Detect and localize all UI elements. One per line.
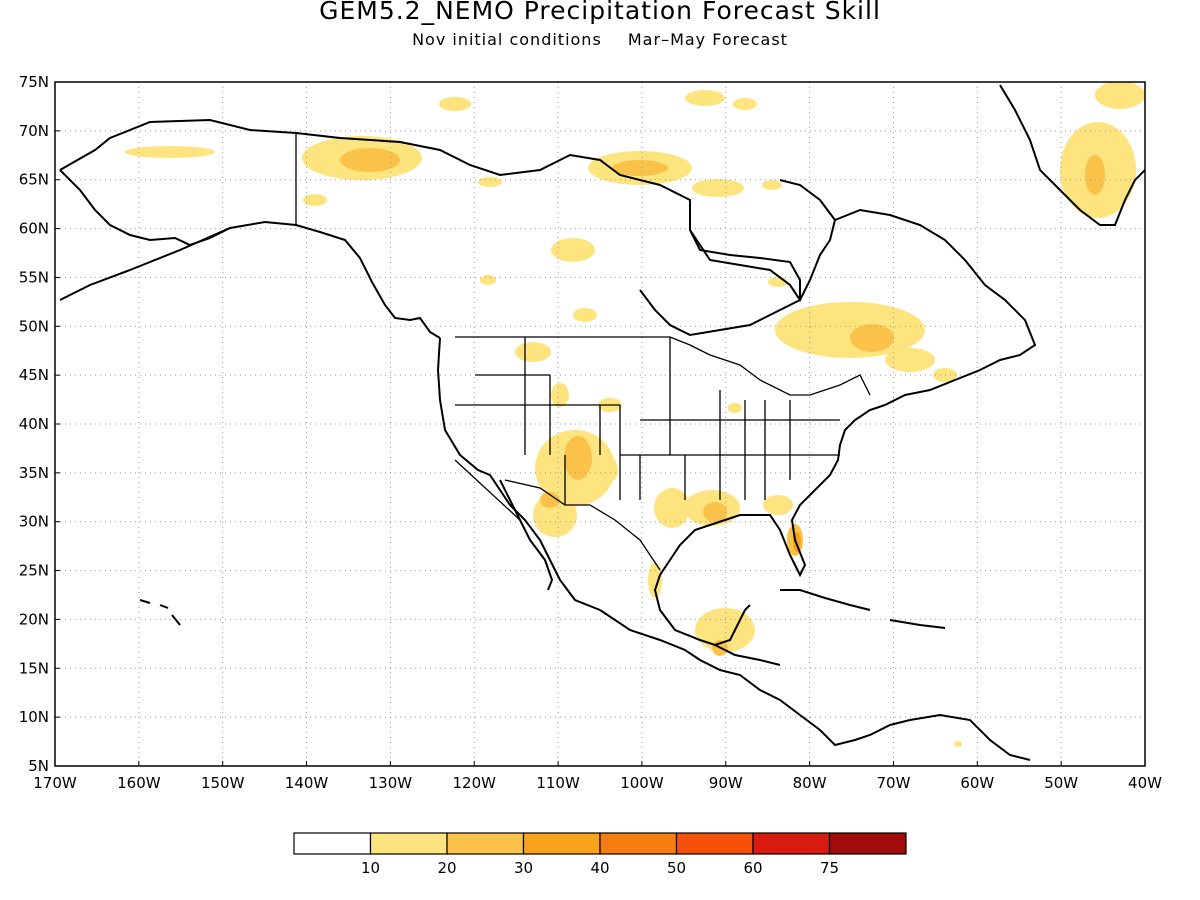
shade-greenland-core <box>1085 155 1105 195</box>
shade-nm-east <box>602 458 618 482</box>
shade-arctic-3 <box>733 98 757 110</box>
shade-louisiana-core <box>703 502 727 522</box>
shade-quebec-core <box>850 324 894 352</box>
shade-georgia <box>763 495 793 515</box>
shade-mb-north <box>551 238 595 262</box>
lon-tick-label: 110W <box>536 774 580 792</box>
shade-ohio <box>728 403 742 413</box>
lat-tick-label: 45N <box>19 366 49 384</box>
shade-montana <box>515 342 551 362</box>
lon-tick-label: 170W <box>33 774 77 792</box>
colorbar-swatch <box>752 832 831 855</box>
lat-tick-label: 50N <box>19 317 49 335</box>
colorbar-swatch <box>446 832 525 855</box>
colorbar-swatch <box>828 832 907 855</box>
latitude-labels: 5N 10N 15N 20N 25N 30N 35N 40N 45N 50N 55N 60N 65N 70… <box>19 73 60 775</box>
colorbar-label: 60 <box>743 859 762 877</box>
coast-greenland <box>999 84 1145 226</box>
lon-tick-label: 70W <box>877 774 911 792</box>
coastlines <box>59 84 1145 761</box>
lon-tick-label: 60W <box>960 774 994 792</box>
lat-tick-label: 10N <box>19 708 49 726</box>
subtitle-forecast-period: Mar–May Forecast <box>627 30 788 49</box>
shade-bc-north <box>303 194 327 206</box>
shade-az-core <box>540 492 560 508</box>
border-us-canada <box>455 336 871 396</box>
colorbar-label: 75 <box>820 859 839 877</box>
lat-tick-label: 35N <box>19 464 49 482</box>
coast-central-america <box>599 609 1031 761</box>
coast-arctic-canada <box>295 132 801 300</box>
colorbar-swatch <box>293 832 372 855</box>
lat-tick-label: 25N <box>19 562 49 580</box>
colorbar-label: 50 <box>667 859 686 877</box>
shade-greenland-n <box>1095 82 1145 109</box>
coast-labrador <box>834 208 1037 406</box>
colorbar-swatch <box>675 832 754 855</box>
lat-tick-label: 5N <box>28 757 49 775</box>
longitude-labels: 170W 160W 150W 140W 130W 120W 110W 100W 90W 80W 70… <box>33 761 1162 792</box>
shade-four-corners-core <box>564 436 592 480</box>
lon-tick-label: 40W <box>1128 774 1162 792</box>
colorbar-label: 40 <box>590 859 609 877</box>
shade-texas-gulf <box>654 488 690 528</box>
lat-tick-label: 75N <box>19 73 49 91</box>
lat-tick-label: 70N <box>19 122 49 140</box>
lat-tick-label: 40N <box>19 415 49 433</box>
lon-tick-label: 150W <box>201 774 245 792</box>
shade-caribbean-small <box>954 741 962 747</box>
colorbar-label: 20 <box>437 859 456 877</box>
shade-yukon-core <box>340 148 400 172</box>
shade-wyoming <box>551 383 569 407</box>
colorbar-swatch <box>599 832 678 855</box>
coast-cuba <box>780 589 946 629</box>
shade-mexico-east <box>648 562 662 598</box>
colorbar-swatch <box>522 832 601 855</box>
border-us-mexico <box>504 479 661 571</box>
lon-tick-label: 90W <box>709 774 743 792</box>
lat-tick-label: 65N <box>19 171 49 189</box>
shade-quebec-south <box>885 348 935 372</box>
chart-subtitle: Nov initial conditions Mar–May Forecast <box>0 30 1200 49</box>
lon-tick-label: 50W <box>1044 774 1078 792</box>
lon-tick-label: 140W <box>285 774 329 792</box>
shade-ab <box>480 275 496 285</box>
lat-tick-label: 30N <box>19 513 49 531</box>
shade-sk <box>573 308 597 322</box>
lat-tick-label: 15N <box>19 659 49 677</box>
shade-alaska-strip <box>125 146 215 158</box>
coast-west <box>436 337 601 611</box>
political-borders <box>295 133 871 571</box>
lon-tick-label: 160W <box>117 774 161 792</box>
coast-hawaii <box>139 599 181 626</box>
shade-nwt-small <box>478 177 502 187</box>
coast-us-east <box>653 404 886 647</box>
shade-arctic-1 <box>439 97 471 111</box>
colorbar-label: 30 <box>514 859 533 877</box>
colorbar-label: 10 <box>361 859 380 877</box>
colorbar: 10 20 30 40 50 60 75 <box>293 832 907 877</box>
lon-tick-label: 100W <box>620 774 664 792</box>
us-state-lines <box>454 337 840 521</box>
lon-tick-label: 80W <box>793 774 827 792</box>
lon-tick-label: 130W <box>369 774 413 792</box>
chart-title: GEM5.2_NEMO Precipitation Forecast Skill <box>319 0 881 25</box>
shade-baffin-core <box>612 160 668 176</box>
coast-alaska <box>59 118 441 339</box>
coast-hudson-bay <box>639 179 837 337</box>
skill-shading <box>125 82 1145 747</box>
shade-hudson-n <box>692 179 744 197</box>
shade-hudson-ne <box>762 180 782 190</box>
lat-tick-label: 20N <box>19 610 49 628</box>
lat-tick-label: 60N <box>19 220 49 238</box>
shade-arctic-2 <box>685 90 725 106</box>
subtitle-initial-conditions: Nov initial conditions <box>412 30 602 49</box>
lat-tick-label: 55N <box>19 268 49 286</box>
colorbar-swatch <box>369 832 448 855</box>
lon-tick-label: 120W <box>452 774 496 792</box>
